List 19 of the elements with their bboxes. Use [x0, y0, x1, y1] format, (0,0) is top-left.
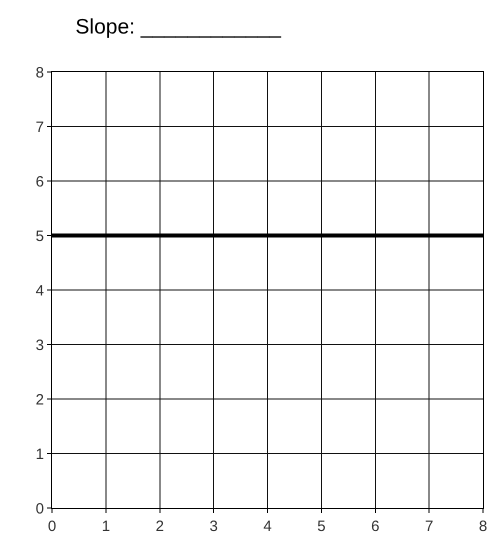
y-tick-label: 0 — [36, 500, 44, 518]
y-tick-label: 5 — [36, 228, 44, 245]
x-tick-label: 5 — [317, 518, 326, 535]
y-tick-label: 6 — [36, 173, 44, 190]
x-tick-label: 1 — [102, 518, 110, 535]
y-tick-label: 8 — [36, 64, 44, 82]
x-tick-label: 3 — [209, 518, 218, 535]
y-tick-label: 4 — [36, 282, 44, 300]
x-tick-label: 2 — [156, 518, 164, 535]
y-tick-label: 7 — [36, 118, 44, 136]
y-tick-label: 2 — [36, 391, 44, 408]
x-tick-label: 8 — [478, 518, 488, 535]
x-tick-label: 4 — [263, 518, 272, 535]
y-tick-label: 3 — [36, 336, 44, 354]
x-tick-label: 6 — [371, 518, 380, 535]
chart-title: Slope: ____________ — [75, 16, 282, 39]
y-tick-label: 1 — [36, 446, 44, 463]
x-tick-label: 7 — [424, 518, 434, 535]
x-tick-label: 0 — [48, 518, 56, 535]
